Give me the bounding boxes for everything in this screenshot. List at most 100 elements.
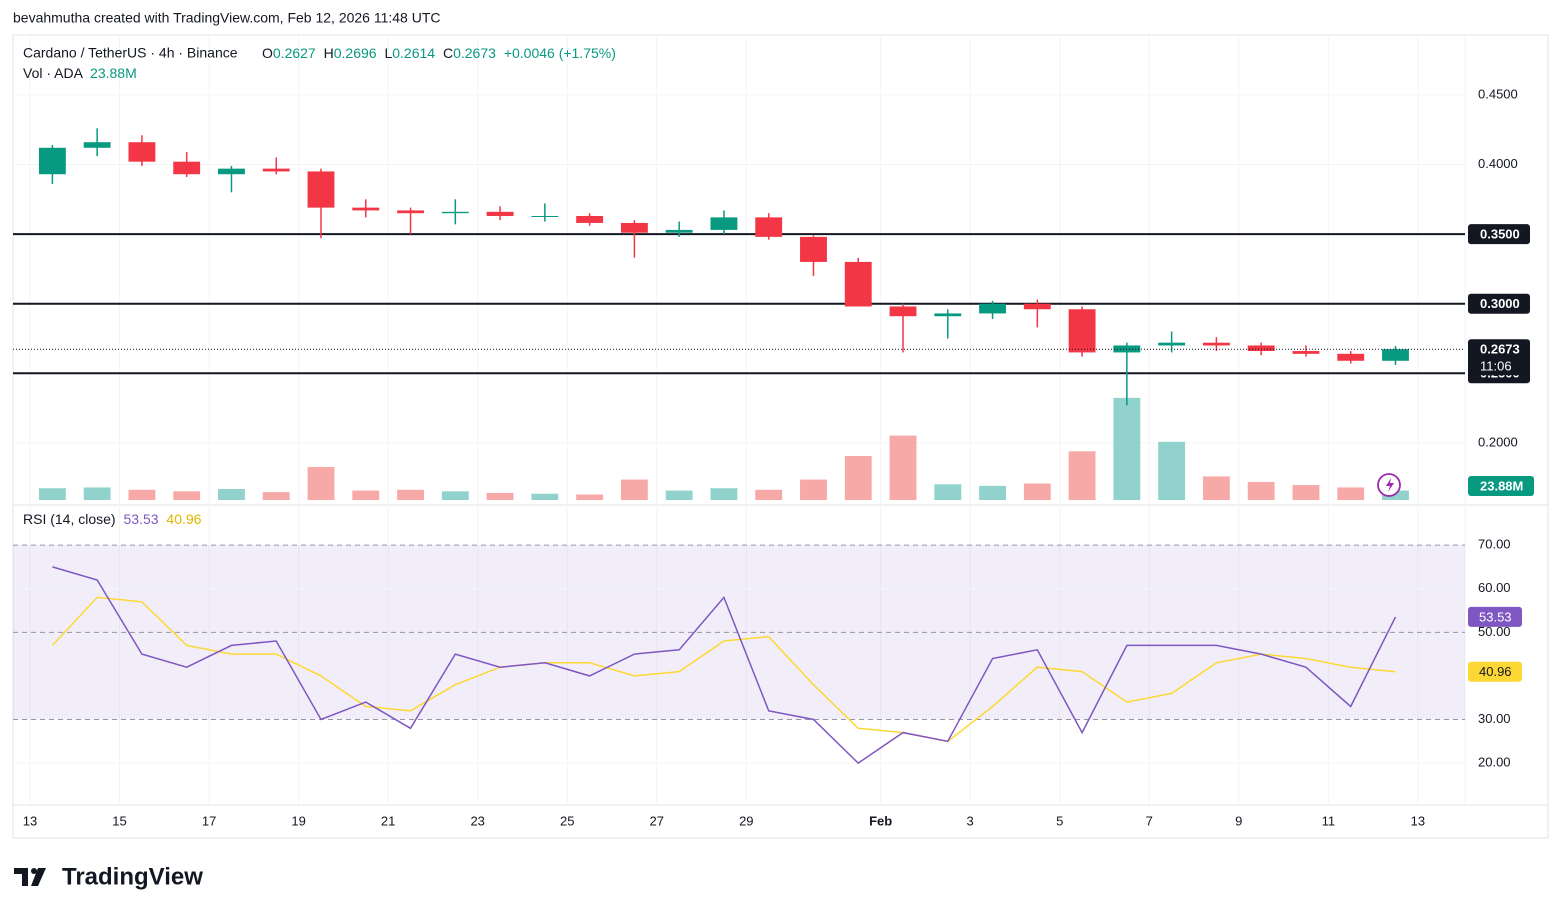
x-tick-label: 15 bbox=[112, 813, 126, 828]
rsi-tick-label: 30.00 bbox=[1478, 711, 1511, 726]
volume-bar bbox=[665, 490, 693, 500]
candle-body bbox=[934, 313, 962, 317]
volume-bar bbox=[755, 489, 783, 500]
legend: Cardano / TetherUS · 4h · Binance O0.262… bbox=[23, 45, 616, 527]
volume-bar bbox=[979, 485, 1006, 500]
x-tick-label: 7 bbox=[1146, 813, 1153, 828]
candle-body bbox=[1158, 342, 1186, 346]
rsi-tag bbox=[1468, 661, 1522, 682]
volume-legend: Vol · ADA 23.88M bbox=[23, 65, 137, 81]
volume-bar bbox=[934, 484, 962, 500]
brand: TradingView bbox=[62, 863, 203, 890]
volume-bar bbox=[262, 492, 290, 500]
volume-bar bbox=[800, 479, 827, 500]
candle-body bbox=[755, 217, 783, 237]
ohlc-legend: O0.2627 H0.2696 L0.2614 C0.2673 +0.0046 … bbox=[262, 45, 616, 61]
hline-tag-label: 0.3000 bbox=[1480, 296, 1520, 311]
x-tick-label: 13 bbox=[23, 813, 37, 828]
volume-bar bbox=[397, 489, 424, 500]
candle-body bbox=[262, 168, 290, 172]
rsi-ma-line bbox=[51, 596, 1396, 743]
volume-bar bbox=[441, 491, 469, 500]
volume-bar bbox=[1068, 451, 1096, 500]
hline-tag-label: 0.3500 bbox=[1480, 227, 1520, 242]
change: +0.0046 (+1.75%) bbox=[504, 45, 616, 61]
symbol: Cardano / TetherUS · 4h · Binance bbox=[23, 45, 238, 61]
attribution: bevahmutha created with TradingView.com,… bbox=[13, 10, 441, 26]
volume-bar bbox=[1113, 397, 1141, 500]
candle-body bbox=[710, 217, 738, 230]
candle-body bbox=[1337, 353, 1365, 361]
candle-body bbox=[576, 215, 604, 223]
volume-bar bbox=[620, 479, 648, 500]
grid: 13 15 17 19 21 23 25 27 29 Feb 3 5 7 9 11 13 0.4500 0.400… bbox=[13, 35, 1518, 828]
x-tick-label: Feb bbox=[869, 813, 892, 828]
volume-bar bbox=[173, 491, 201, 500]
close: 0.2673 bbox=[453, 45, 496, 61]
volume-bar bbox=[889, 435, 917, 500]
rsi-tick-label: 50.00 bbox=[1478, 624, 1511, 639]
y-tick-label: 0.4000 bbox=[1478, 156, 1518, 171]
brand-logo: TradingView bbox=[14, 863, 203, 890]
x-tick-label: 23 bbox=[470, 813, 484, 828]
y-tick-label: 0.2000 bbox=[1478, 434, 1518, 449]
plot bbox=[13, 128, 1465, 765]
volume-bar bbox=[1158, 441, 1186, 500]
chart-frame bbox=[12, 34, 1549, 839]
volume-bar bbox=[531, 493, 559, 500]
rsi-legend: RSI (14, close) 53.53 40.96 bbox=[23, 511, 202, 527]
candle-body bbox=[844, 261, 872, 307]
volume-bar bbox=[218, 489, 245, 500]
candle-body bbox=[1202, 342, 1230, 346]
volume-tag bbox=[1468, 476, 1534, 496]
candle-body bbox=[38, 147, 66, 175]
volume-bar bbox=[307, 467, 335, 500]
candle-body bbox=[1382, 349, 1409, 361]
x-tick-label: 3 bbox=[967, 813, 974, 828]
rsi-line bbox=[52, 566, 1397, 765]
rsi-title: RSI (14, close) bbox=[23, 511, 116, 527]
volume-bar bbox=[1023, 483, 1051, 500]
volume-bar bbox=[576, 494, 604, 500]
volume-bar bbox=[1247, 481, 1275, 500]
candle-body bbox=[800, 236, 827, 262]
candle-body bbox=[486, 211, 514, 216]
open: 0.2627 bbox=[273, 45, 316, 61]
candle-body bbox=[218, 168, 245, 175]
candle-body bbox=[128, 142, 156, 162]
x-tick-label: 27 bbox=[650, 813, 664, 828]
candle-body bbox=[441, 211, 469, 214]
rsi-tick-label: 20.00 bbox=[1478, 755, 1511, 770]
volume-bar bbox=[1337, 487, 1365, 500]
volume-bar bbox=[1292, 485, 1320, 500]
alert-icon[interactable] bbox=[1377, 473, 1401, 497]
x-tick-label: 17 bbox=[202, 813, 216, 828]
volume-bar bbox=[1202, 476, 1230, 500]
volume-bar bbox=[486, 492, 514, 500]
volume-tag-label: 23.88M bbox=[1480, 478, 1523, 493]
candle-body bbox=[1292, 351, 1320, 354]
candle-body bbox=[979, 303, 1006, 314]
candle-body bbox=[1247, 345, 1275, 352]
volume-bar bbox=[352, 490, 380, 500]
vol-value: 23.88M bbox=[90, 65, 137, 81]
x-tick-label: 19 bbox=[291, 813, 305, 828]
low: 0.2614 bbox=[392, 45, 435, 61]
countdown: 11:06 bbox=[1480, 359, 1512, 374]
l-label: L bbox=[384, 45, 392, 61]
x-tick-label: 9 bbox=[1235, 813, 1242, 828]
volume-bar bbox=[38, 488, 66, 500]
high: 0.2696 bbox=[334, 45, 377, 61]
candle-body bbox=[83, 142, 111, 148]
candle-body bbox=[889, 306, 917, 317]
price-tags: 0.35000.30000.25000.267311:0623.88M53.53… bbox=[1468, 224, 1534, 682]
y-tick-label: 0.4500 bbox=[1478, 86, 1518, 101]
last-price-label: 0.2673 bbox=[1480, 342, 1520, 357]
rsi-tick-label: 60.00 bbox=[1478, 580, 1511, 595]
rsi-ma-value: 40.96 bbox=[166, 511, 201, 527]
rsi-tag bbox=[1468, 606, 1522, 627]
candle-body bbox=[620, 222, 648, 233]
candle-body bbox=[531, 215, 559, 217]
